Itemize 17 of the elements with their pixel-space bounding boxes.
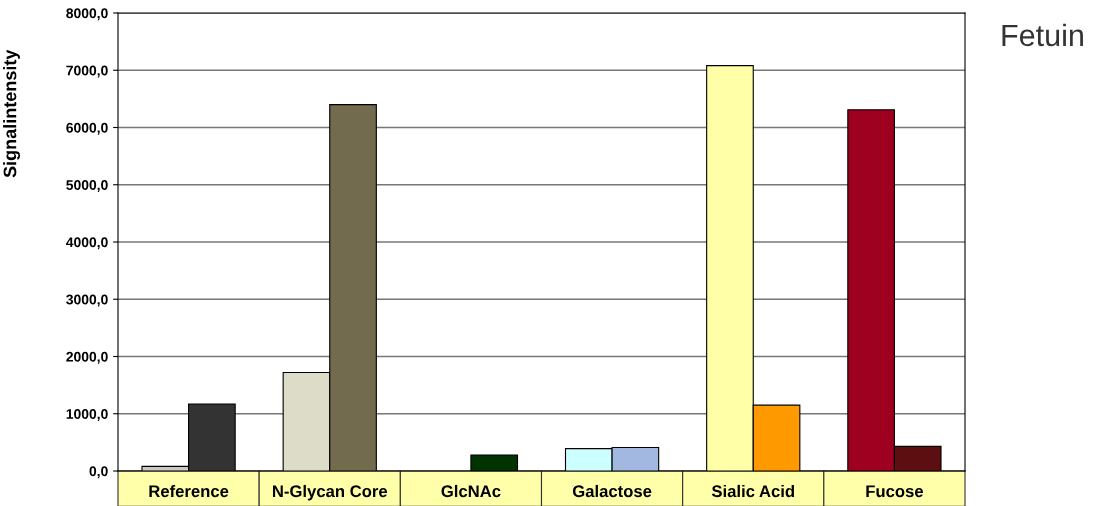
y-tick-label: 8000,0 [66, 8, 108, 21]
y-tick-label: 4000,0 [66, 237, 108, 250]
x-tick-label: Galactose [572, 484, 652, 498]
x-tick-label: Sialic Acid [711, 484, 794, 498]
x-tick-label: N-Glycan Core [272, 484, 388, 501]
y-tick-label: 5000,0 [66, 180, 108, 192]
y-tick-label: 3000,0 [66, 294, 108, 307]
x-tick-label: GlcNAc [441, 484, 501, 498]
y-tick-label: 2000,0 [66, 351, 108, 364]
x-tick-label: Reference [149, 484, 229, 498]
y-tick-label: 7000,0 [66, 65, 108, 78]
y-tick-label: 1000,0 [66, 409, 108, 421]
y-axis-title: Signalintensity [3, 49, 20, 178]
y-tick-label: 0,0 [89, 466, 108, 479]
text: Fetuin [1002, 23, 1083, 47]
y-tick-label: 6000,0 [66, 122, 108, 135]
x-tick-label: Fucose [866, 485, 924, 498]
